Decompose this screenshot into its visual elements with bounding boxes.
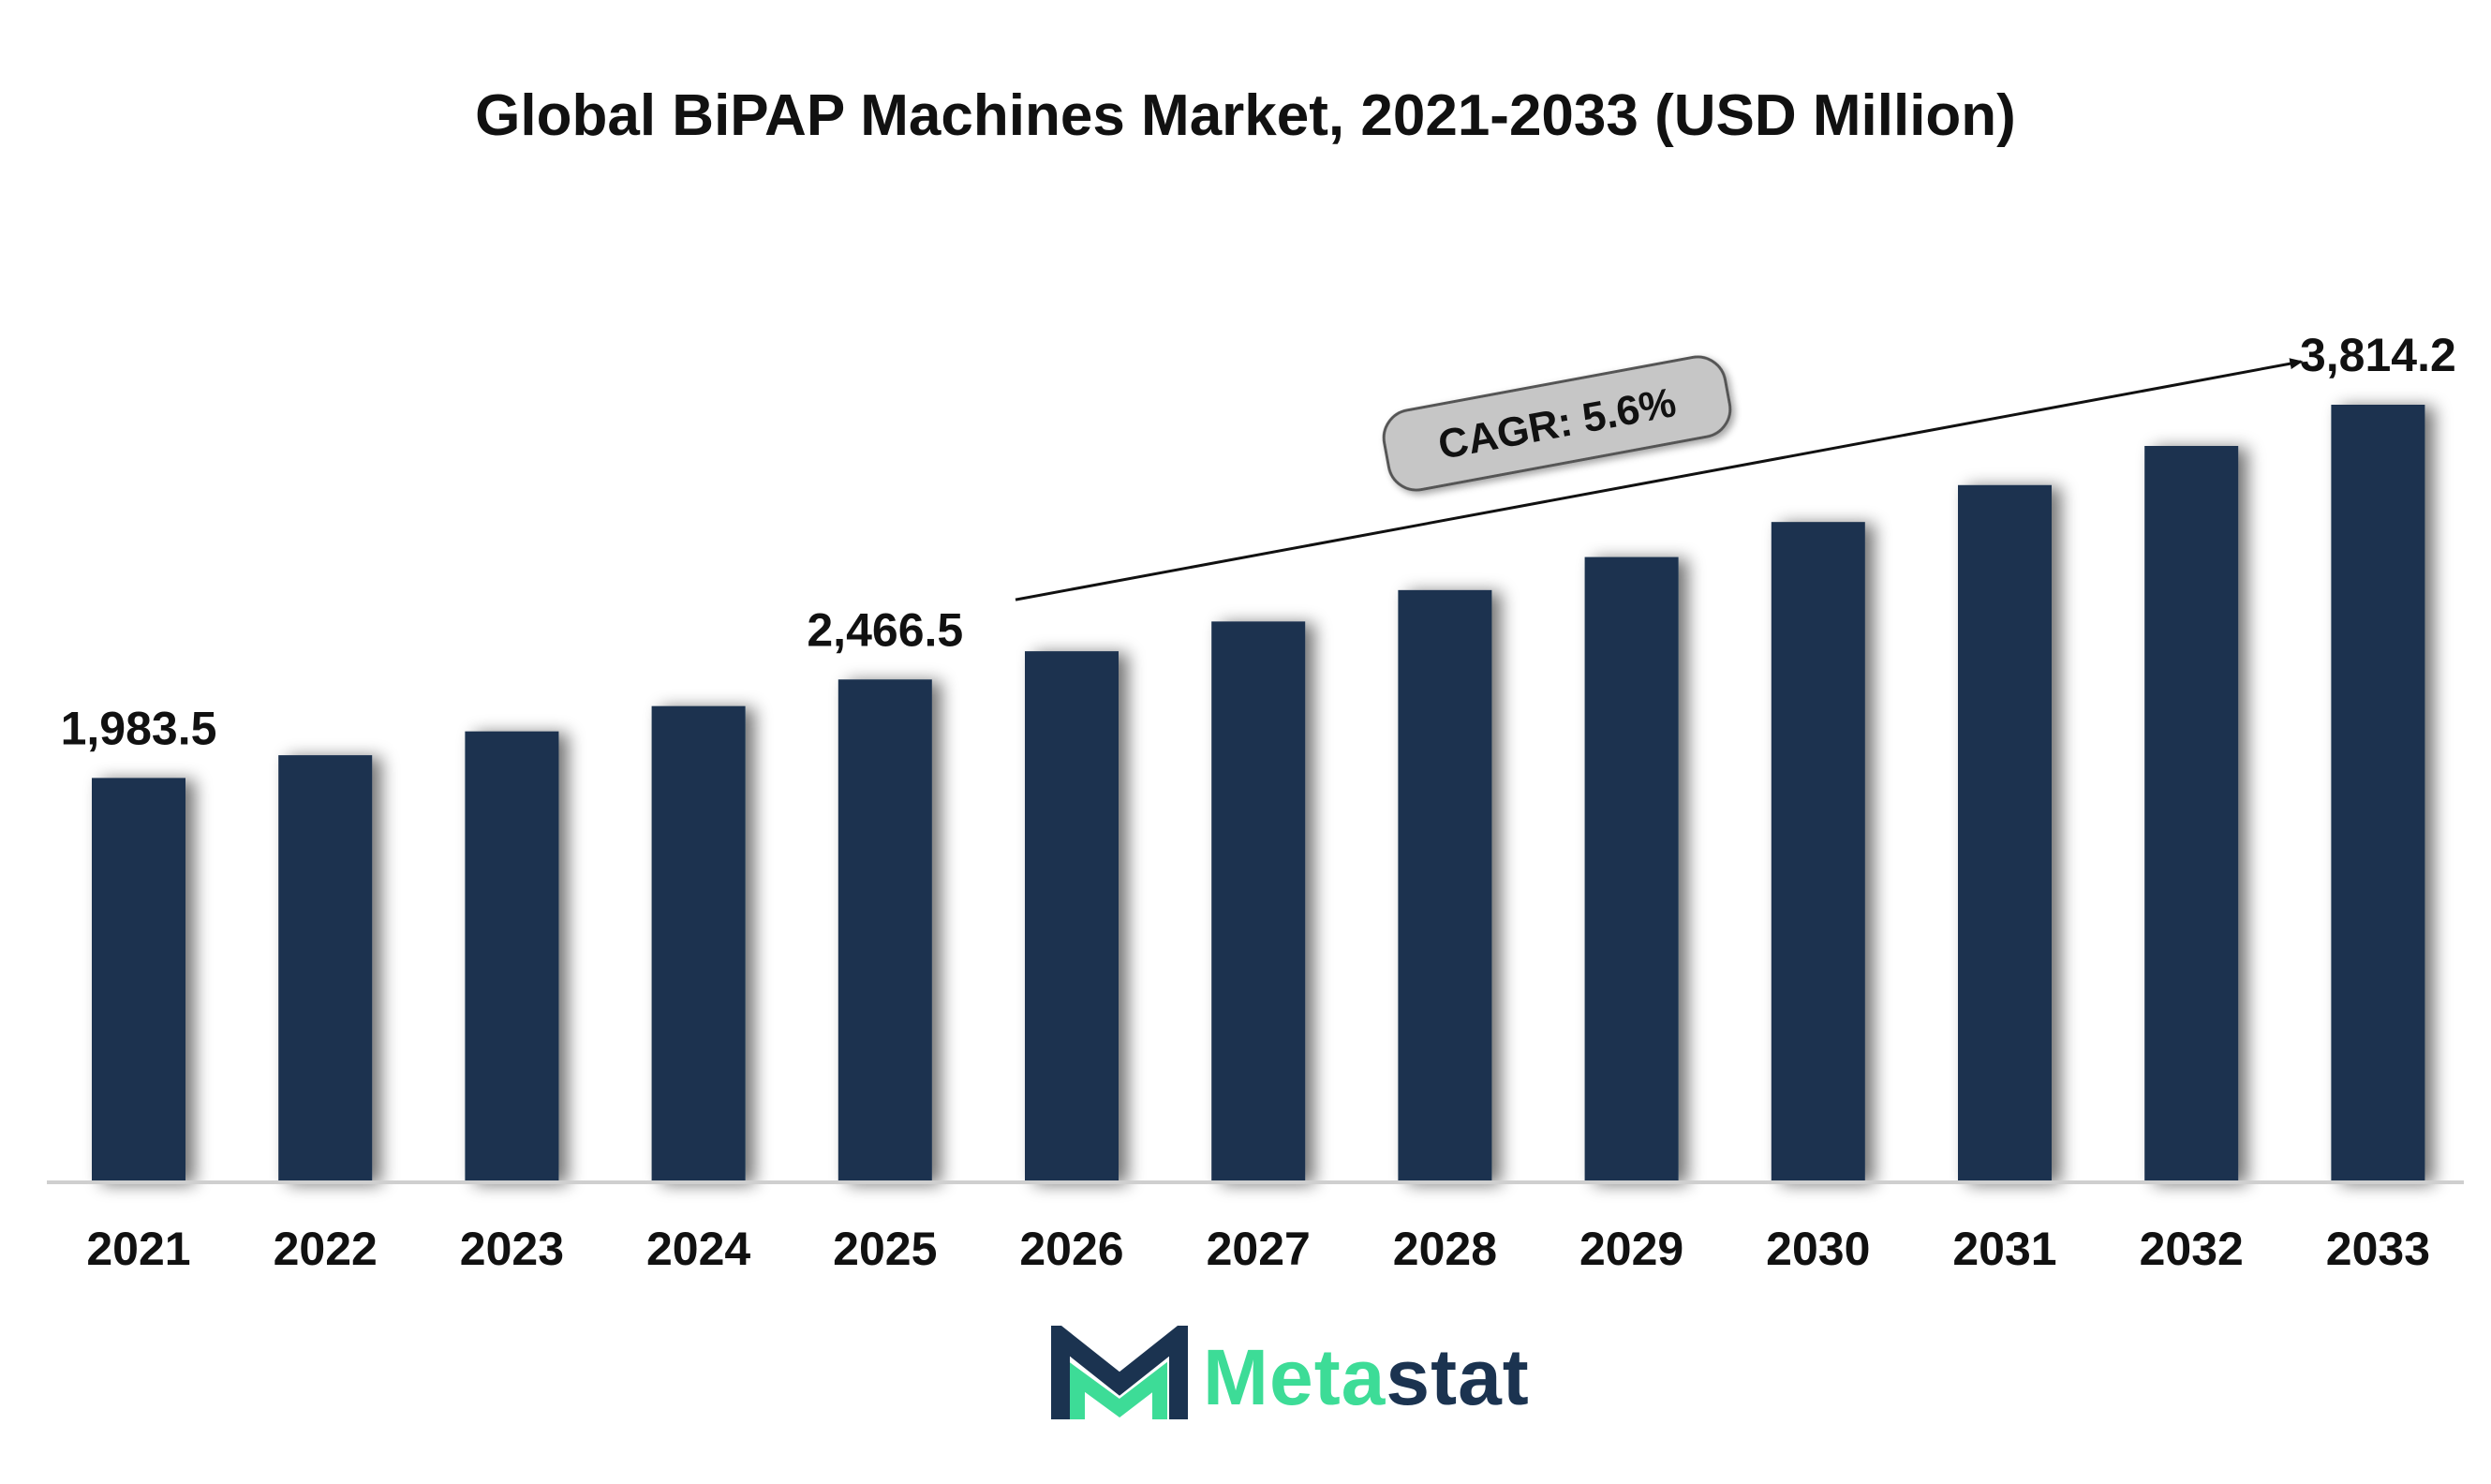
bar-2030 (1771, 522, 1865, 1182)
x-tick-label-2024: 2024 (646, 1223, 750, 1275)
metastat-logo: Metastat (1049, 1326, 1530, 1429)
data-label-2025: 2,466.5 (807, 603, 963, 656)
x-tick-label-2025: 2025 (833, 1223, 937, 1275)
x-tick-label-2031: 2031 (1952, 1223, 2056, 1275)
bar-chart: 2021 2022 2023 2024 2025 2026 2027 2028 2029 2030… (47, 329, 2464, 1275)
x-tick-label-2030: 2030 (1766, 1223, 1870, 1275)
bar-2028 (1398, 589, 1492, 1182)
x-tick-label-2028: 2028 (1393, 1223, 1497, 1275)
cagr-arrow (1015, 358, 2304, 601)
bar-2029 (1584, 556, 1679, 1182)
bar-2023 (465, 731, 559, 1182)
x-tick-label-2021: 2021 (86, 1223, 190, 1275)
metastat-logo-mark-icon (1051, 1326, 1188, 1419)
cagr-badge-background (1382, 355, 1732, 492)
x-tick-label-2022: 2022 (274, 1223, 378, 1275)
data-label-2021: 1,983.5 (61, 702, 217, 754)
bar-2027 (1211, 621, 1306, 1182)
logo-text-meta: Meta (1203, 1332, 1386, 1421)
chart-title: Global BiPAP Machines Market, 2021-2033 … (475, 83, 2016, 148)
bar-2026 (1025, 651, 1119, 1182)
bar-2032 (2144, 446, 2239, 1182)
bar-2025 (838, 679, 932, 1182)
logo-text-stat: stat (1386, 1332, 1530, 1421)
x-tick-label-2023: 2023 (460, 1223, 564, 1275)
x-tick-label-2033: 2033 (2326, 1223, 2430, 1275)
bar-2031 (1958, 484, 2052, 1182)
cagr-badge: CAGR: 5.6% (1382, 355, 1732, 492)
bar-2022 (278, 755, 373, 1182)
data-label-2033: 3,814.2 (2300, 329, 2456, 381)
bar-2033 (2331, 405, 2425, 1182)
bar-2024 (651, 705, 746, 1182)
metastat-logo-text: Metastat (1203, 1332, 1530, 1423)
x-tick-label-2026: 2026 (1019, 1223, 1123, 1275)
x-tick-label-2032: 2032 (2140, 1223, 2244, 1275)
x-tick-label-2027: 2027 (1207, 1223, 1311, 1275)
bar-2021 (92, 778, 185, 1182)
x-tick-label-2029: 2029 (1579, 1223, 1683, 1275)
